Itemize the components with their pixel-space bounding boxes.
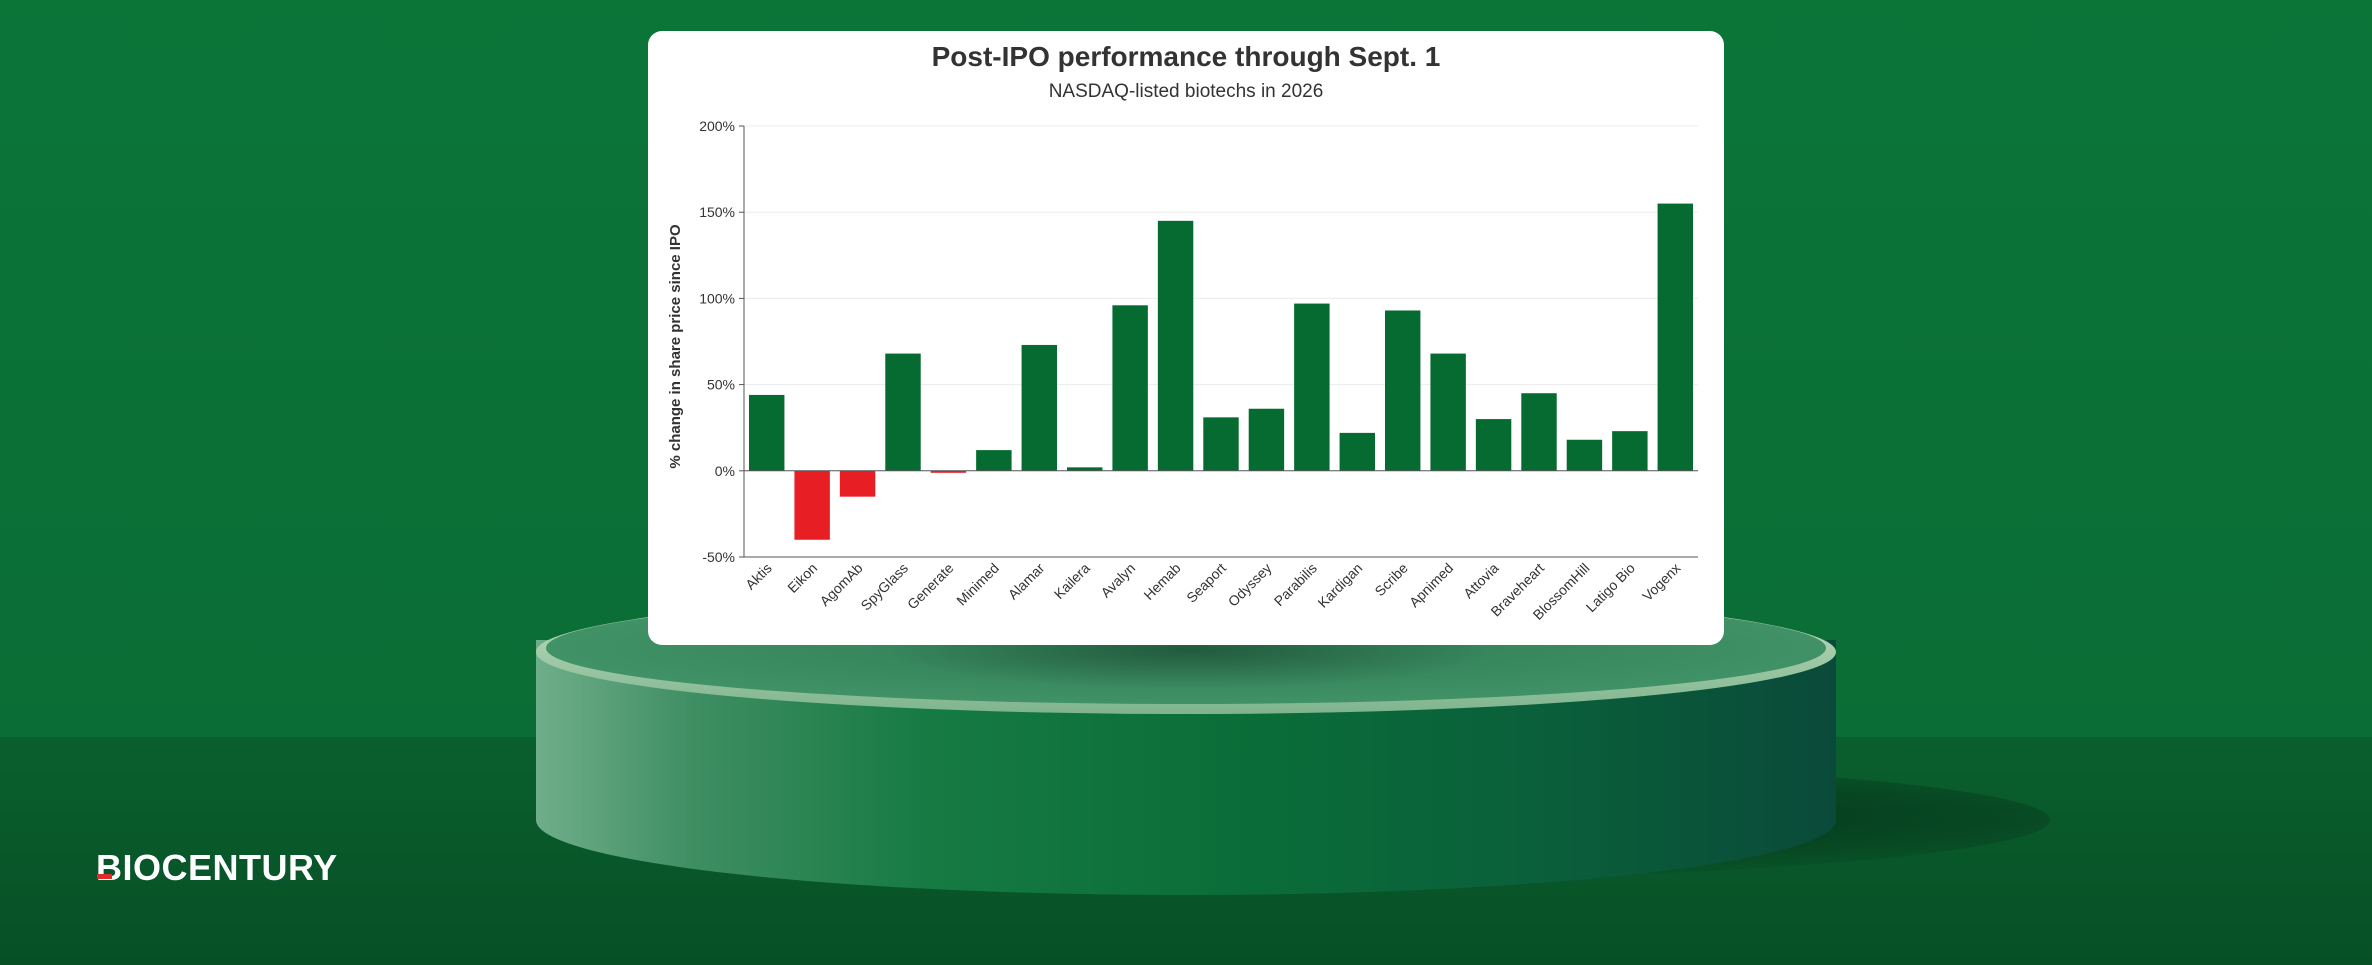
- bar-generate: [930, 470, 967, 473]
- y-tick-label: -50%: [702, 549, 735, 565]
- chart-card: -50% 0% 50% 100% 150% 200% % change in share p…: [648, 31, 1724, 645]
- bar-seaport: [1203, 417, 1239, 471]
- bar-odyssey: [1248, 408, 1285, 471]
- bar-hemab: [1157, 220, 1194, 471]
- bar-chart: -50% 0% 50% 100% 150% 200% % change in share p…: [667, 118, 1698, 623]
- x-tick-label: Minimed: [953, 560, 1002, 609]
- bar-apnimed: [1430, 353, 1466, 471]
- bar-blossomhill: [1566, 439, 1603, 471]
- y-axis-label: % change in share price since IPO: [667, 224, 684, 469]
- chart-subtitle: NASDAQ-listed biotechs in 2026: [1048, 81, 1324, 102]
- x-tick-label: Parabilis: [1271, 560, 1320, 609]
- y-tick-label: 200%: [699, 118, 735, 134]
- x-tick-label: Aktis: [742, 560, 775, 593]
- bar-vogenx: [1657, 203, 1694, 471]
- bar-alamar: [1021, 344, 1058, 471]
- y-tick-label: 150%: [699, 204, 735, 220]
- bar-minimed: [976, 450, 1012, 471]
- logo-accent-mark: [97, 874, 112, 879]
- y-tick-label: 50%: [707, 377, 735, 393]
- y-tick-label: 100%: [699, 290, 735, 306]
- bar-parabilis: [1294, 303, 1330, 471]
- x-tick-label: Alamar: [1005, 560, 1048, 603]
- bar-eikon: [794, 470, 830, 540]
- chart-title: Post-IPO performance through Sept. 1: [931, 41, 1441, 72]
- bar-scribe: [1384, 310, 1421, 471]
- x-tick-label: SpyGlass: [857, 560, 911, 614]
- bar-latigo-bio: [1612, 431, 1648, 471]
- x-tick-label: Seaport: [1183, 560, 1229, 606]
- bar-kailera: [1066, 467, 1103, 471]
- biocentury-logo: BIOCENTURY: [96, 847, 338, 888]
- bar-aktis: [748, 394, 785, 471]
- x-tick-label: Avalyn: [1097, 560, 1138, 601]
- bar-agomab: [839, 470, 876, 497]
- x-tick-label: Kailera: [1051, 560, 1093, 602]
- bar-braveheart: [1521, 393, 1557, 471]
- bar-avalyn: [1112, 305, 1148, 471]
- bar-attovia: [1475, 419, 1512, 471]
- x-tick-label: Odyssey: [1225, 560, 1275, 610]
- x-tick-label: Apnimed: [1406, 560, 1456, 610]
- x-tick-label: Latigo Bio: [1583, 560, 1638, 615]
- x-tick-label: Eikon: [784, 560, 820, 596]
- x-tick-label: Attovia: [1460, 560, 1502, 602]
- x-tick-label: Scribe: [1371, 560, 1411, 600]
- x-tick-label: Hemab: [1140, 560, 1183, 603]
- bar-kardigan: [1339, 432, 1376, 471]
- x-tick-label: Vogenx: [1639, 560, 1683, 604]
- y-tick-label: 0%: [715, 463, 735, 479]
- x-tick-label: Generate: [904, 560, 957, 613]
- bar-spyglass: [885, 353, 921, 471]
- x-tick-label: Kardigan: [1314, 560, 1365, 611]
